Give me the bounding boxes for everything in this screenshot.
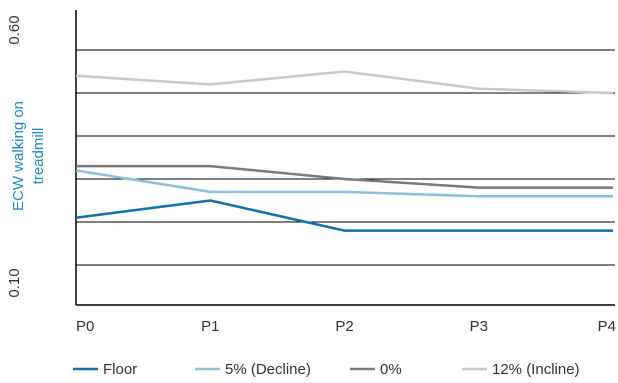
axes: [75, 10, 615, 306]
legend-label-0: 0%: [380, 361, 402, 378]
series-line-floor: [75, 199, 613, 232]
series-line-5-decline: [75, 169, 613, 198]
y-axis-title-line2: treadmill: [30, 128, 47, 185]
x-tick-labels: P0 P1 P2 P3 P4: [76, 318, 616, 335]
x-tick-label-p4: P4: [598, 318, 616, 335]
grid-lines: [76, 49, 615, 266]
series-lines: [75, 70, 614, 232]
y-axis-title: ECW walking on treadmill: [10, 101, 47, 211]
y-axis-title-line1: ECW walking on: [10, 101, 27, 211]
series-line-12-incline: [75, 70, 614, 95]
legend-label-5-decline: 5% (Decline): [225, 361, 311, 378]
series-line-0: [76, 164, 613, 189]
y-tick-label-bottom: 0.10: [6, 268, 23, 297]
legend-label-12-incline: 12% (Incline): [492, 361, 580, 378]
x-tick-label-p3: P3: [470, 318, 488, 335]
x-tick-label-p1: P1: [201, 318, 219, 335]
legend: Floor 5% (Decline) 0% 12% (Incline): [73, 361, 580, 378]
x-tick-label-p2: P2: [335, 318, 353, 335]
x-tick-label-p0: P0: [76, 318, 94, 335]
legend-label-floor: Floor: [103, 361, 137, 378]
y-tick-label-top: 0.60: [6, 15, 23, 44]
